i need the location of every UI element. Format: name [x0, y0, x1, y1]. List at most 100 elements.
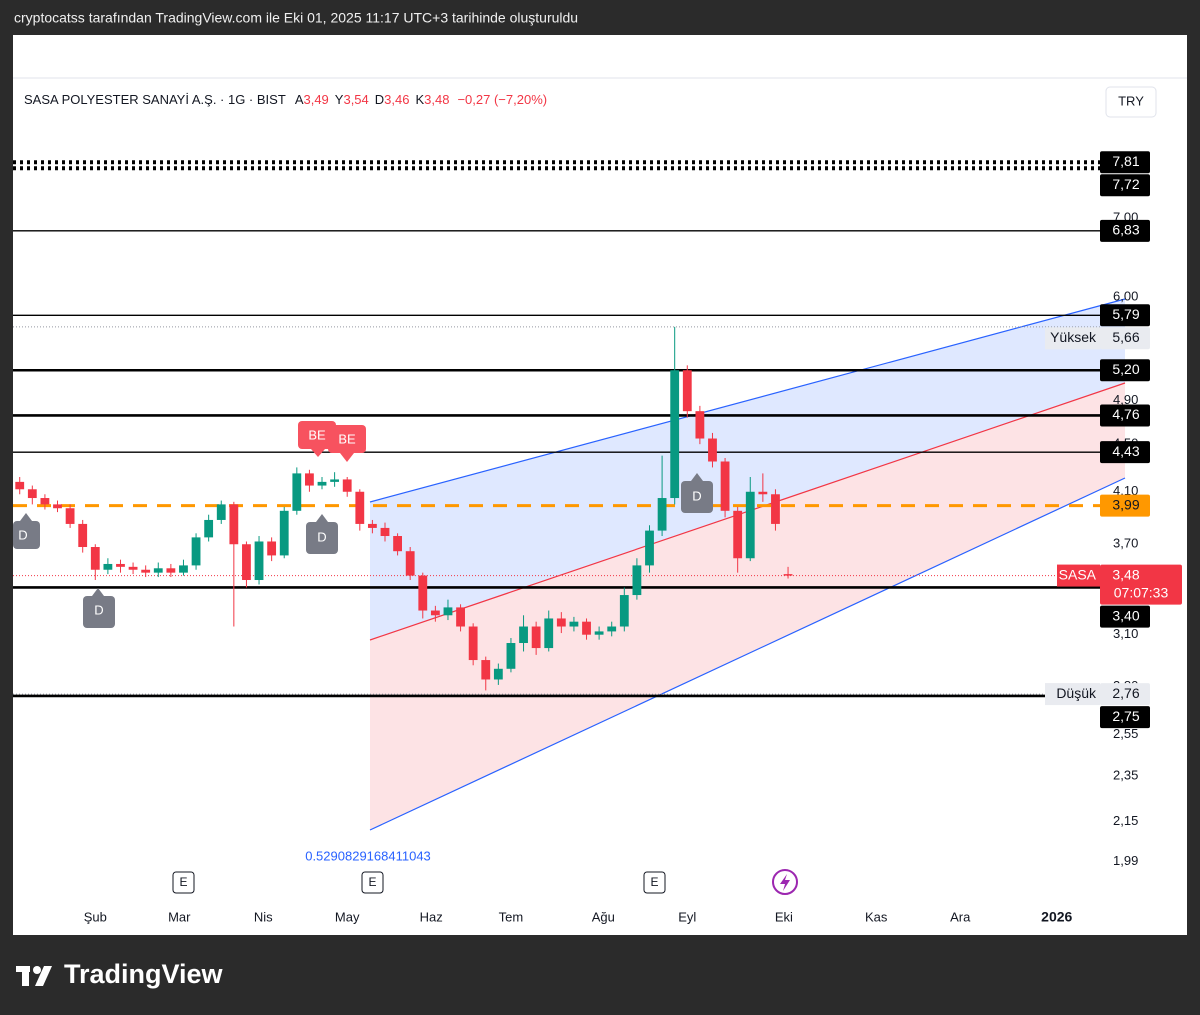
marker-label: D — [317, 529, 326, 544]
candle-body — [493, 668, 503, 680]
price-badge — [1100, 327, 1150, 350]
candle-body — [468, 626, 478, 661]
candle-body — [682, 370, 692, 412]
event[interactable]: E — [643, 871, 666, 894]
candle-body — [254, 541, 264, 581]
marker-label: D — [692, 488, 701, 503]
level-tag: Düşük — [1056, 685, 1097, 701]
price-badge — [1100, 564, 1182, 605]
brand: TradingView — [64, 959, 224, 989]
candle-body — [405, 551, 415, 576]
candle-body — [556, 618, 566, 627]
candle-body — [216, 504, 226, 520]
candle-body — [544, 618, 554, 649]
candle-body — [317, 481, 327, 486]
candle-body — [733, 510, 743, 559]
candle-body — [27, 489, 37, 499]
y-tick-label: 3,70 — [1113, 536, 1138, 551]
event-label[interactable]: E — [179, 875, 187, 889]
level-tag: SASA — [1059, 566, 1097, 582]
marker-be: BE — [298, 421, 336, 457]
candle-body — [78, 523, 88, 548]
candle-body — [141, 569, 151, 573]
candle-body — [103, 563, 113, 570]
chart-title: SASA POLYESTER SANAYİ A.Ş. · 1G · BIST A3… — [24, 92, 547, 107]
price-badge — [1100, 174, 1150, 197]
event-label[interactable]: E — [368, 875, 376, 889]
price-badge — [1100, 683, 1150, 706]
price-badge — [1100, 494, 1150, 517]
x-tick-label: Kas — [865, 909, 888, 924]
candle-body — [116, 563, 125, 567]
candle-body — [267, 541, 277, 556]
y-tick-label: 4,10 — [1113, 483, 1138, 498]
y-tick-label: 1,99 — [1113, 853, 1138, 868]
price-badge-label: 6,83 — [1112, 222, 1139, 238]
channel-lower-line — [369, 477, 1126, 831]
candle-body — [153, 568, 163, 573]
price-badge — [1100, 359, 1150, 382]
candle-body — [90, 547, 100, 570]
candle-body — [645, 530, 654, 566]
candle-body — [443, 607, 453, 616]
candle-body — [229, 504, 239, 545]
axes: 7,006,005,504,904,504,103,703,102,802,55… — [84, 210, 1139, 925]
candle-body — [53, 504, 62, 509]
x-tick-label: Mar — [168, 909, 191, 924]
candle-body — [506, 643, 516, 669]
currency-button[interactable] — [1105, 86, 1157, 118]
event-lightning[interactable] — [772, 869, 798, 895]
candle-body — [758, 491, 768, 495]
x-tick-label: Haz — [420, 909, 443, 924]
ohlc-value: 3,49 — [303, 92, 328, 107]
event-label[interactable]: E — [650, 875, 658, 889]
x-tick-label: Şub — [84, 909, 107, 924]
x-tick-label: Eyl — [678, 909, 696, 924]
channel-lower-fill — [370, 383, 1125, 830]
candle-body — [367, 523, 377, 528]
candle-body — [355, 491, 365, 524]
marker-d: D — [681, 473, 713, 513]
price-badge — [1100, 605, 1150, 628]
price-badge-label: 7,81 — [1112, 153, 1139, 169]
price-badge-label: 4,76 — [1112, 406, 1139, 422]
candle-body — [330, 479, 340, 482]
currency[interactable]: TRY — [1118, 93, 1144, 108]
level-tag-bg — [1045, 327, 1100, 350]
marker-label: D — [94, 602, 103, 617]
price-badge — [1100, 219, 1150, 242]
marker-be: BE — [328, 425, 366, 462]
candle-body — [204, 519, 214, 538]
candle-body — [619, 595, 629, 627]
x-tick-label: Nis — [254, 909, 273, 924]
candle-body — [657, 498, 667, 531]
event[interactable]: E — [172, 871, 195, 894]
marker-label: D — [18, 527, 27, 542]
price-badge-label: 2,75 — [1112, 708, 1139, 724]
price-badge — [1100, 706, 1150, 729]
y-tick-label: 6,00 — [1113, 289, 1138, 304]
y-tick-label: 4,90 — [1113, 392, 1138, 407]
x-tick-label: Tem — [499, 909, 524, 924]
price-badge-label: 5,79 — [1112, 306, 1139, 322]
badges: 7,81 7,72 6,83 5,79 5,66 Yüksek 5,20 4,76 4,43 3,… — [1045, 151, 1182, 729]
countdown: 07:07:33 — [1114, 584, 1169, 600]
x-tick-label: Ağu — [592, 909, 615, 924]
candle-body — [519, 626, 528, 644]
price-badge — [1100, 304, 1150, 327]
ohlc-key: Y — [335, 92, 344, 107]
ohlc-key: D — [375, 92, 384, 107]
marker-d: D — [306, 514, 338, 554]
candles — [15, 326, 793, 691]
channel-upper-fill — [370, 299, 1125, 640]
event[interactable]: E — [361, 871, 384, 894]
y-tick-label: 3,10 — [1113, 626, 1138, 641]
ohlc-value: 3,54 — [343, 92, 368, 107]
ohlc-value: 3,48 — [424, 92, 449, 107]
marker-label: BE — [308, 427, 326, 442]
channel-upper-line — [369, 298, 1126, 503]
marker-d: D — [13, 513, 40, 549]
brand-logo — [16, 966, 52, 986]
